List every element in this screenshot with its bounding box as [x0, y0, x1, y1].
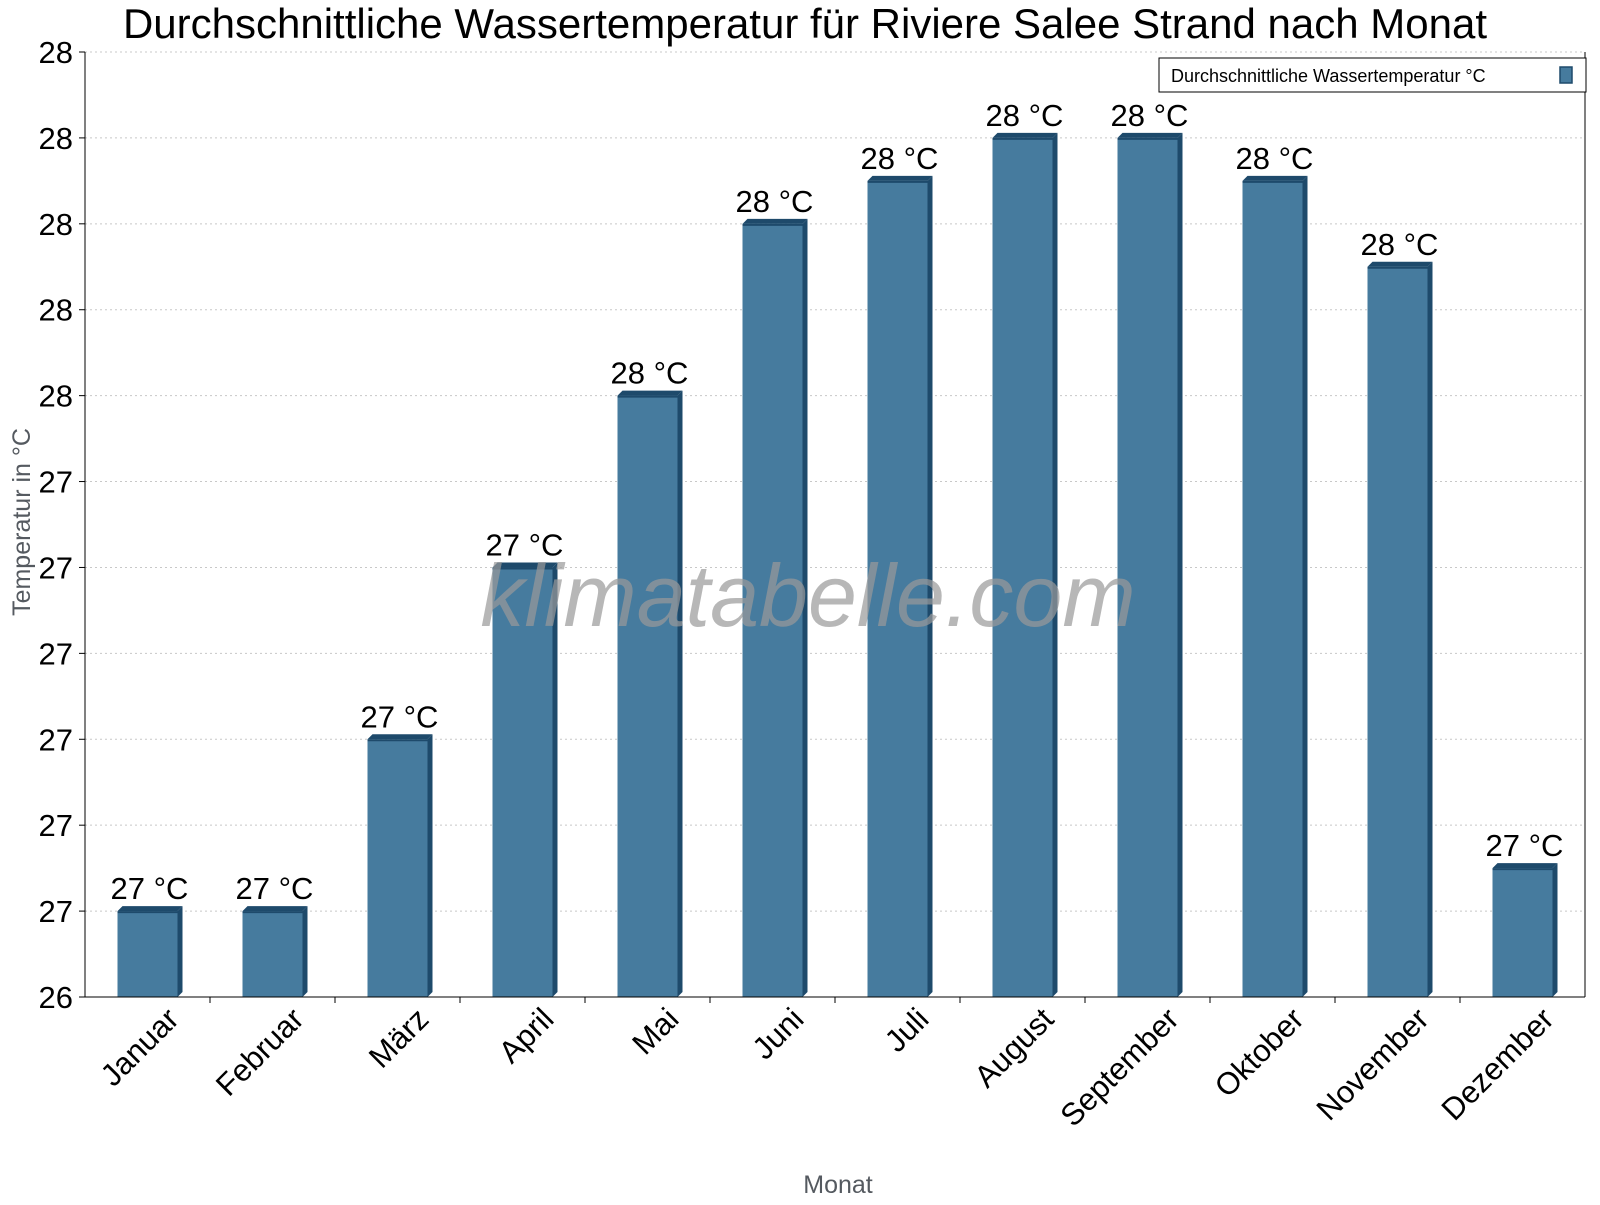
bar	[1242, 180, 1303, 997]
chart-title: Durchschnittliche Wassertemperatur für R…	[123, 0, 1487, 47]
bar	[367, 739, 428, 997]
data-label: 28 °C	[1361, 227, 1439, 262]
bar-top	[492, 562, 558, 568]
y-tick-label: 27	[39, 894, 73, 929]
x-tick-label: September	[1053, 1001, 1185, 1133]
bar-group	[617, 390, 683, 997]
bar-group	[867, 175, 933, 997]
x-tick-label: August	[967, 1001, 1060, 1094]
bar-side	[927, 175, 933, 997]
y-tick-label: 28	[39, 121, 73, 156]
bar-group	[367, 734, 433, 997]
y-tick-label: 27	[39, 550, 73, 585]
bar-group	[242, 906, 308, 997]
y-tick-label: 28	[39, 379, 73, 414]
bar-group	[1367, 261, 1433, 998]
bar-side	[302, 906, 308, 997]
bar-top	[992, 132, 1058, 138]
bar-top	[367, 734, 433, 740]
data-label: 28 °C	[736, 184, 814, 219]
bar-top	[1367, 261, 1433, 267]
y-tick-label: 26	[39, 980, 73, 1015]
bar-top	[1492, 863, 1558, 869]
bar-group	[992, 132, 1058, 998]
bar	[742, 223, 803, 997]
bar	[117, 911, 178, 997]
y-axis-title: Temperatur in °C	[8, 428, 36, 616]
bar	[867, 180, 928, 997]
watermark: klimatabelle.com	[480, 546, 1135, 645]
bar-layer	[117, 132, 1558, 998]
bar-side	[427, 734, 433, 997]
y-tick-label: 27	[39, 808, 73, 843]
bar-top	[1242, 175, 1308, 181]
x-tick-label: Oktober	[1208, 1001, 1311, 1104]
y-tick-label: 28	[39, 293, 73, 328]
bar	[1492, 868, 1553, 997]
bar	[492, 567, 553, 997]
x-tick-label: Januar	[94, 1001, 186, 1093]
bar-side	[1427, 261, 1433, 998]
legend-label: Durchschnittliche Wassertemperatur °C	[1171, 66, 1486, 86]
x-tick-label: April	[492, 1001, 561, 1070]
bar-top	[242, 906, 308, 912]
x-tick-label: Juli	[878, 1001, 936, 1059]
y-tick-label: 28	[39, 35, 73, 70]
bar-side	[177, 906, 183, 997]
bar-group	[1117, 132, 1183, 998]
x-tick-label: Mai	[625, 1001, 685, 1061]
bar	[1367, 266, 1428, 998]
bar	[992, 137, 1053, 998]
x-tick-label: Dezember	[1435, 1001, 1561, 1127]
grid-layer	[85, 51, 1585, 912]
legend-box	[1158, 57, 1587, 93]
bar-group	[742, 218, 808, 997]
x-tick-label: Juni	[745, 1001, 810, 1066]
legend-swatch	[1559, 66, 1573, 84]
bar-side	[552, 562, 558, 997]
data-label: 28 °C	[1236, 141, 1314, 176]
y-tick-label: 28	[39, 207, 73, 242]
y-tick-label: 27	[39, 636, 73, 671]
data-label: 27 °C	[486, 527, 564, 562]
bar	[617, 395, 678, 997]
data-label: 27 °C	[111, 871, 189, 906]
bar-top	[742, 218, 808, 224]
x-axis-title: Monat	[803, 1171, 873, 1199]
bar-side	[802, 218, 808, 997]
bar	[1117, 137, 1178, 998]
data-label: 28 °C	[611, 356, 689, 391]
bar-group	[1492, 863, 1558, 997]
bar-group	[492, 562, 558, 997]
data-label: 27 °C	[361, 699, 439, 734]
bar-group	[1242, 175, 1308, 997]
bar-top	[867, 175, 933, 181]
y-tick-label: 27	[39, 722, 73, 757]
x-tick-label: Februar	[209, 1001, 311, 1103]
bar-side	[1177, 132, 1183, 998]
bar	[242, 911, 303, 997]
data-label: 28 °C	[986, 98, 1064, 133]
data-label: 28 °C	[1111, 98, 1189, 133]
x-tick-label: November	[1310, 1001, 1436, 1127]
x-tick-label: März	[362, 1001, 435, 1074]
bar-side	[1302, 175, 1308, 997]
data-label: 28 °C	[861, 141, 939, 176]
bar-group	[117, 906, 183, 997]
data-label: 27 °C	[1486, 828, 1564, 863]
bar-top	[117, 906, 183, 912]
data-label: 27 °C	[236, 871, 314, 906]
bar-top	[617, 390, 683, 396]
label-layer: 27 °C 27 °C 27 °C 27 °C 28 °C 28 °C 28 °C 28 °C…	[111, 98, 1564, 906]
y-tick-label: 27	[39, 465, 73, 500]
bar-side	[677, 390, 683, 997]
bar-top	[1117, 132, 1183, 138]
bar-side	[1552, 863, 1558, 997]
bar-side	[1052, 132, 1058, 998]
legend: Durchschnittliche Wassertemperatur °C	[1158, 57, 1587, 93]
